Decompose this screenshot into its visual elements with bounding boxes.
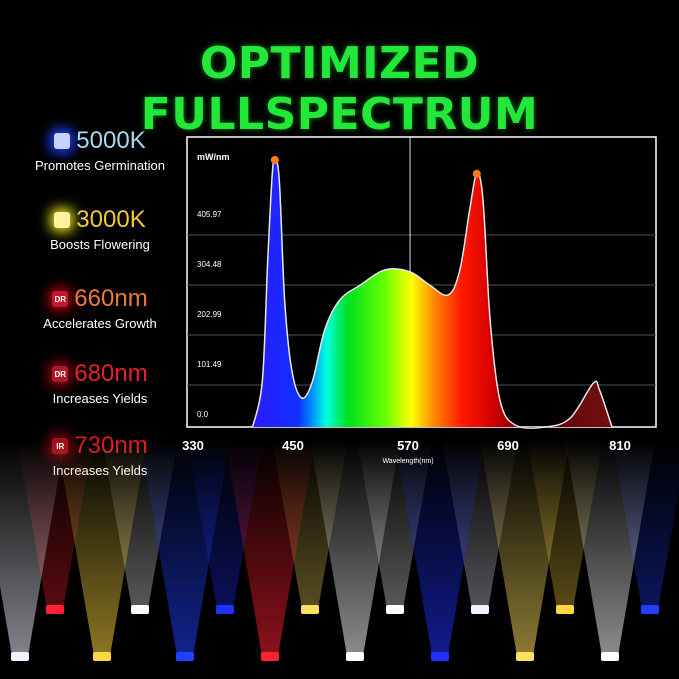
legend-item: 5000K Promotes Germination	[20, 127, 180, 173]
light-beam	[0, 440, 65, 656]
x-tick-label: 330	[182, 438, 204, 453]
peak-marker	[472, 169, 481, 178]
legend-desc: Accelerates Growth	[43, 316, 157, 331]
legend-item: DR 660nm Accelerates Growth	[20, 285, 180, 331]
led-chip	[216, 605, 234, 614]
y-tick-label: 202.99	[197, 310, 222, 319]
led-chip	[301, 605, 319, 614]
x-tick-label: 690	[497, 438, 519, 453]
y-axis-label: mW/nm	[197, 152, 230, 162]
led-chip	[46, 605, 64, 614]
legend-item: 3000K Boosts Flowering	[20, 206, 180, 252]
led-chip	[601, 652, 619, 661]
peak-marker	[270, 155, 279, 164]
led-chip-icon: DR	[52, 291, 69, 307]
spectrum-area	[252, 159, 612, 429]
y-tick-label: 405.97	[197, 210, 222, 219]
y-tick-label: 0.0	[197, 410, 209, 419]
led-chip	[471, 605, 489, 614]
light-beam	[395, 440, 485, 656]
light-beam	[140, 440, 230, 656]
led-chip	[641, 605, 659, 614]
legend-label: 660nm	[74, 285, 148, 312]
light-beam	[565, 440, 655, 656]
led-chip	[516, 652, 534, 661]
legend-item: DR 680nm Increases Yields	[20, 360, 180, 406]
light-beam	[310, 440, 400, 656]
led-chip	[346, 652, 364, 661]
x-tick-label: 450	[282, 438, 304, 453]
legend-desc: Boosts Flowering	[50, 237, 150, 252]
led-chip-icon	[54, 133, 71, 149]
led-chip	[93, 652, 111, 661]
y-tick-label: 101.49	[197, 360, 222, 369]
legend-desc: Increases Yields	[52, 391, 148, 406]
page-title: OPTIMIZED FULLSPECTRUM	[140, 38, 539, 140]
led-chip	[386, 605, 404, 614]
led-chip-icon: DR	[52, 366, 69, 382]
x-axis-label: Wavelength(nm)	[382, 458, 433, 465]
legend-desc: Promotes Germination	[34, 158, 166, 173]
light-beam	[57, 440, 147, 656]
led-chip-icon	[54, 212, 71, 228]
x-tick-label: 570	[397, 438, 419, 453]
led-chip	[261, 652, 279, 661]
y-tick-label: 304.48	[197, 260, 222, 269]
legend-label: 5000K	[76, 127, 146, 154]
led-chip	[176, 652, 194, 661]
led-chip	[131, 605, 149, 614]
legend-label: 680nm	[74, 360, 148, 387]
x-tick-label: 810	[609, 438, 631, 453]
legend-label: 3000K	[76, 206, 146, 233]
led-chip	[431, 652, 449, 661]
light-beams-decoration	[0, 440, 679, 661]
led-chip	[11, 652, 29, 661]
led-chip	[556, 605, 574, 614]
light-beam	[480, 440, 570, 656]
light-beam	[225, 440, 315, 656]
